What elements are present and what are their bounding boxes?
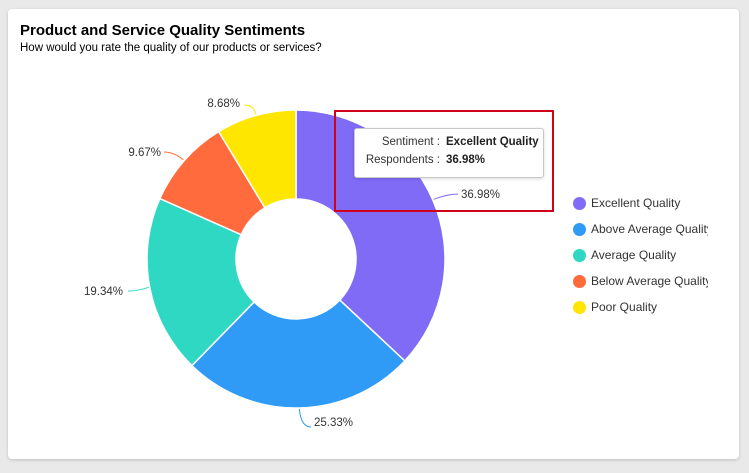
- data-label-leader-line: [163, 151, 184, 161]
- legend-label: Above Average Quality: [591, 222, 708, 236]
- legend-marker-icon: [573, 223, 586, 236]
- chart-subtitle: How would you rate the quality of our pr…: [20, 42, 322, 54]
- donut-slice-average-quality[interactable]: [146, 197, 256, 367]
- legend-label: Excellent Quality: [591, 196, 681, 210]
- legend-marker-icon: [573, 249, 586, 262]
- legend-item[interactable]: Average Quality: [573, 247, 708, 273]
- data-label: 19.34%: [84, 286, 123, 298]
- chart-title: Product and Service Quality Sentiments: [20, 22, 306, 39]
- legend-item[interactable]: Above Average Quality: [573, 221, 708, 247]
- legend-marker-icon: [573, 275, 586, 288]
- legend-label: Below Average Quality: [591, 274, 708, 288]
- legend-item[interactable]: Below Average Quality: [573, 273, 708, 299]
- data-label-leader-line: [433, 193, 459, 200]
- legend-marker-icon: [573, 197, 586, 210]
- tooltip-respondents-value: 36.98%: [446, 154, 486, 166]
- tooltip-respondents-label: Respondents :: [365, 154, 440, 166]
- legend-label: Poor Quality: [591, 300, 658, 314]
- legend-item[interactable]: Excellent Quality: [573, 195, 708, 221]
- donut-slice-poor-quality[interactable]: [217, 109, 297, 209]
- legend-label: Average Quality: [591, 248, 677, 262]
- data-label: 36.98%: [461, 189, 500, 201]
- data-label-leader-line: [127, 286, 149, 292]
- tooltip-sentiment-row: Sentiment : Excellent Quality: [355, 136, 543, 152]
- tooltip-respondents-row: Respondents : 36.98%: [355, 154, 543, 170]
- highlight-annotation-box: [334, 110, 554, 212]
- donut-slice-above-average-quality[interactable]: [190, 298, 406, 409]
- legend-marker-icon: [573, 301, 586, 314]
- data-label-leader-line: [298, 408, 312, 428]
- data-label: 25.33%: [314, 417, 353, 429]
- tooltip-sentiment-label: Sentiment :: [381, 136, 440, 148]
- legend-item[interactable]: Poor Quality: [573, 299, 708, 325]
- chart-tooltip: Sentiment : Excellent Quality Respondent…: [354, 128, 544, 178]
- data-label: 8.68%: [207, 98, 240, 110]
- data-label-leader-line: [243, 104, 257, 115]
- chart-legend: Excellent Quality Above Average Quality Av…: [573, 195, 708, 325]
- chart-card: Product and Service Quality Sentiments H…: [8, 9, 739, 459]
- tooltip-sentiment-value: Excellent Quality: [446, 136, 539, 148]
- data-label: 9.67%: [128, 147, 161, 159]
